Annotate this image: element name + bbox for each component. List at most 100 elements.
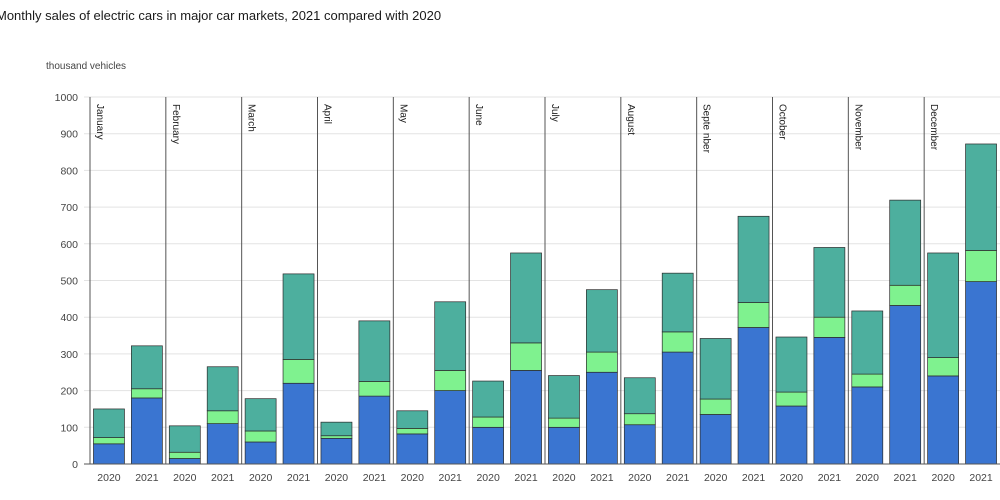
bar-segment-bottom — [472, 426, 504, 465]
y-tick-label: 300 — [60, 349, 78, 361]
x-tick-label: 2021 — [969, 472, 993, 484]
bar-segment-top — [699, 338, 732, 400]
bar-segment-top — [586, 289, 618, 353]
y-axis-label: thousand vehicles — [46, 61, 127, 72]
month-label: January — [94, 104, 105, 140]
bar-segment-top — [358, 320, 391, 382]
bar-segment-top — [927, 252, 959, 358]
bar-segment-bottom — [586, 371, 618, 465]
bar-segment-top — [775, 336, 808, 393]
bar-segment-bottom — [244, 441, 277, 465]
bar-segment-middle — [623, 413, 656, 426]
bar-segment-middle — [206, 410, 239, 424]
bar-segment-top — [131, 345, 163, 390]
bar-segment-middle — [282, 359, 315, 384]
month-label: November — [852, 104, 863, 151]
x-tick-label: 2021 — [894, 472, 918, 484]
month-label: June — [473, 104, 484, 126]
bar-segment-top — [396, 410, 429, 429]
bar-segment-middle — [168, 451, 201, 459]
bar-segment-top — [851, 310, 884, 375]
bar-segment-middle — [889, 284, 922, 306]
x-tick-label: 2020 — [552, 472, 576, 484]
y-tick-label: 700 — [60, 202, 78, 214]
bar-segment-bottom — [813, 337, 846, 465]
x-tick-label: 2021 — [818, 472, 842, 484]
bar-segment-bottom — [927, 375, 959, 465]
bar-segment-top — [813, 247, 846, 318]
bar-segment-top — [661, 272, 694, 333]
bar-segment-middle — [396, 428, 429, 435]
bar-segment-bottom — [699, 414, 732, 465]
y-tick-label: 400 — [60, 312, 78, 324]
bar-segment-bottom — [775, 405, 808, 465]
x-tick-label: 2020 — [97, 472, 121, 484]
x-tick-label: 2020 — [325, 472, 349, 484]
x-tick-label: 2021 — [666, 472, 690, 484]
bar-segment-middle — [965, 250, 997, 282]
bar-segment-middle — [472, 416, 504, 428]
bar-segment-bottom — [889, 305, 922, 465]
bar-segment-top — [737, 215, 770, 303]
y-tick-label: 1000 — [55, 92, 79, 104]
bar-segment-middle — [510, 342, 542, 371]
x-tick-label: 2021 — [135, 472, 159, 484]
x-tick-label: 2020 — [856, 472, 880, 484]
month-label: October — [777, 104, 788, 140]
y-tick-label: 500 — [60, 276, 78, 288]
bar-segment-bottom — [320, 437, 353, 465]
bar-segment-bottom — [623, 424, 656, 465]
bar-segment-bottom — [396, 433, 429, 465]
month-label: May — [397, 104, 408, 123]
y-tick-label: 800 — [60, 165, 78, 177]
x-tick-label: 2021 — [742, 472, 766, 484]
month-label: December — [928, 104, 939, 151]
x-tick-label: 2021 — [287, 472, 311, 484]
x-tick-label: 2020 — [628, 472, 652, 484]
x-tick-label: 2020 — [704, 472, 728, 484]
bar-segment-middle — [813, 316, 846, 338]
bar-segment-middle — [927, 357, 959, 377]
x-tick-label: 2020 — [476, 472, 500, 484]
bar-segment-middle — [320, 435, 353, 439]
bar-segment-middle — [244, 430, 277, 443]
bar-segment-middle — [93, 437, 125, 445]
bar-segment-top — [244, 398, 277, 432]
month-label: August — [625, 104, 636, 135]
bar-segment-top — [548, 375, 580, 419]
bar-segment-middle — [737, 302, 770, 328]
bar-segment-bottom — [548, 426, 580, 465]
bar-segment-bottom — [282, 382, 315, 465]
bar-segment-bottom — [93, 443, 125, 465]
y-tick-label: 900 — [60, 129, 78, 141]
bar-segment-bottom — [434, 390, 467, 465]
bar-segment-middle — [358, 381, 391, 397]
bar-segment-top — [434, 301, 467, 371]
bar-segment-bottom — [851, 386, 884, 465]
x-tick-label: 2021 — [211, 472, 235, 484]
chart-title: Monthly sales of electric cars in major … — [0, 8, 442, 23]
bar-segment-bottom — [510, 370, 542, 465]
bar-segment-middle — [775, 391, 808, 407]
x-tick-label: 2021 — [363, 472, 387, 484]
bar-segment-middle — [131, 388, 163, 399]
bar-segment-middle — [661, 331, 694, 353]
x-tick-label: 2020 — [173, 472, 197, 484]
month-label: April — [322, 104, 333, 124]
y-tick-label: 200 — [60, 386, 78, 398]
bar-segment-top — [206, 366, 239, 412]
bar-segment-middle — [699, 398, 732, 415]
bar-segment-middle — [851, 373, 884, 388]
month-label: Septe nber — [701, 104, 712, 154]
bar-segment-bottom — [737, 327, 770, 465]
bar-segment-top — [889, 199, 922, 286]
bar-segment-middle — [548, 417, 580, 428]
x-tick-label: 2020 — [401, 472, 425, 484]
bar-segment-top — [623, 377, 656, 415]
x-tick-label: 2021 — [590, 472, 614, 484]
bar-segment-bottom — [661, 351, 694, 465]
x-tick-label: 2021 — [439, 472, 463, 484]
month-label: March — [246, 104, 257, 132]
x-tick-label: 2020 — [249, 472, 273, 484]
